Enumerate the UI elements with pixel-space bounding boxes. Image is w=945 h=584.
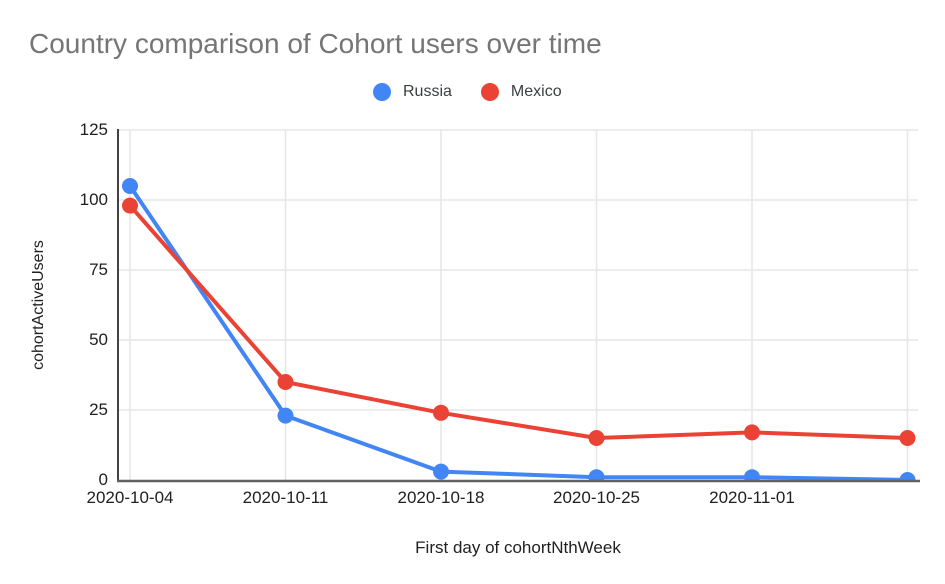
x-tick-label: 2020-10-04 [86,488,174,507]
y-tick-label: 75 [89,260,108,279]
series-line [128,184,910,481]
x-tick-label: 2020-10-25 [553,488,640,507]
legend-series-label: Mexico [510,83,562,100]
data-point [588,469,605,481]
y-axis-title: cohortActiveUsers [30,240,47,370]
legend-series-color-dot [373,83,391,101]
data-point [899,472,916,481]
y-tick-label: 0 [98,470,108,489]
x-tick-label: 2020-11-01 [709,488,795,507]
x-tick-label: 2020-10-11 [242,488,329,507]
legend-series-label: Russia [403,83,452,100]
y-tick-label: 50 [89,330,108,349]
series-russia [122,178,916,481]
data-point [433,404,449,421]
data-point [122,178,138,194]
data-point [277,374,294,390]
data-point [277,407,294,424]
data-point [744,469,760,481]
series-line [128,203,910,440]
data-point [744,424,760,441]
legend-item-mexico: Mexico [480,83,562,101]
y-tick-label: 25 [89,400,108,419]
chart-title: Country comparison of Cohort users over … [29,28,602,59]
y-tick-label: 125 [79,120,108,139]
y-tick-label: 100 [79,190,108,209]
series-mexico [122,197,916,446]
data-point [122,197,138,214]
data-point [899,430,916,446]
legend-item-russia: Russia [373,83,452,101]
x-axis-title: First day of cohortNthWeek [415,538,621,557]
legend-series-color-dot [480,83,499,101]
data-point [433,463,449,480]
x-tick-label: 2020-10-18 [397,488,485,507]
chart-legend: Russia Mexico [373,83,562,101]
data-point [588,430,605,446]
